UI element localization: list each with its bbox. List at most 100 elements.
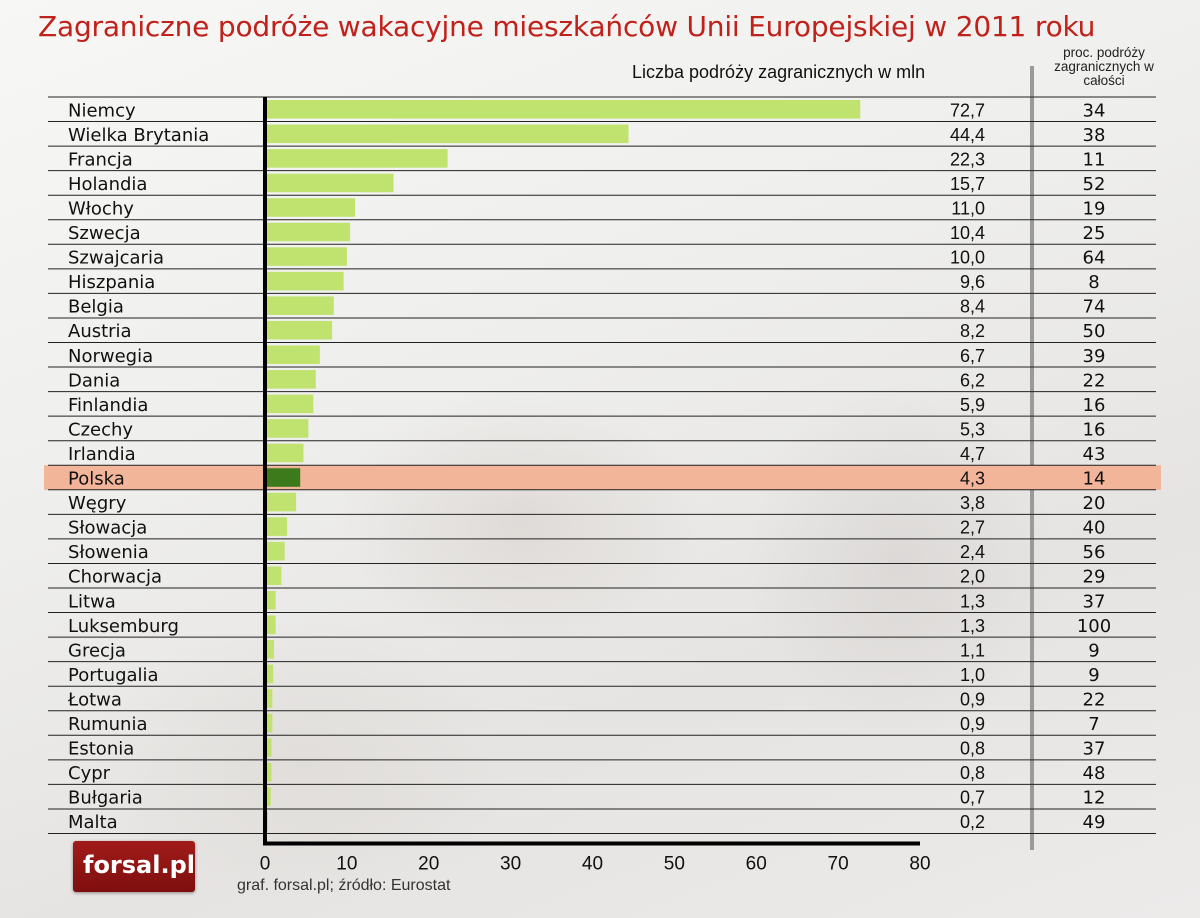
share-label: 16 xyxy=(1083,419,1106,440)
share-label: 22 xyxy=(1083,689,1106,710)
bar xyxy=(267,664,274,684)
category-label: Włochy xyxy=(68,198,134,219)
category-label: Niemcy xyxy=(68,100,136,121)
share-label: 37 xyxy=(1083,591,1106,612)
x-tick-label: 0 xyxy=(260,854,271,875)
x-tick-label: 40 xyxy=(582,854,603,875)
category-label: Irlandia xyxy=(68,444,136,465)
value-label: 0,7 xyxy=(960,788,985,808)
value-label: 44,4 xyxy=(950,125,985,145)
value-label: 8,2 xyxy=(960,321,985,341)
category-label: Norwegia xyxy=(68,346,153,367)
x-tick-label: 20 xyxy=(418,854,439,875)
value-label: 1,3 xyxy=(960,591,985,611)
category-label: Estonia xyxy=(68,739,134,760)
share-label: 74 xyxy=(1083,297,1106,318)
highlight-row-band xyxy=(44,465,1161,490)
share-label: 11 xyxy=(1083,149,1106,170)
source-footer: graf. forsal.pl; źródło: Eurostat xyxy=(237,877,451,894)
category-label: Czechy xyxy=(68,419,133,440)
value-label: 5,3 xyxy=(960,419,985,439)
value-label: 2,7 xyxy=(960,518,985,538)
values-column-header: Liczba podróży zagranicznych w mln xyxy=(632,62,926,82)
bar xyxy=(267,100,861,119)
value-label: 0,9 xyxy=(960,714,985,734)
value-label: 15,7 xyxy=(950,174,985,194)
bar xyxy=(267,222,351,242)
share-label: 20 xyxy=(1083,493,1106,514)
chart-title: Zagraniczne podróże wakacyjne mieszkańcó… xyxy=(38,10,1096,43)
share-label: 64 xyxy=(1083,248,1106,269)
value-label: 3,8 xyxy=(960,493,985,513)
category-label: Rumunia xyxy=(68,714,148,735)
bar xyxy=(267,517,288,536)
value-label: 1,1 xyxy=(960,640,985,660)
category-label: Łotwa xyxy=(67,689,122,710)
x-tick-label: 60 xyxy=(746,854,767,875)
share-label: 38 xyxy=(1083,125,1106,146)
share-label: 9 xyxy=(1088,665,1099,686)
share-label: 56 xyxy=(1083,542,1106,563)
x-tick-label: 80 xyxy=(909,854,930,875)
share-label: 50 xyxy=(1083,321,1106,342)
value-label: 0,8 xyxy=(960,763,985,783)
bar xyxy=(267,762,272,782)
bar xyxy=(267,443,304,463)
category-label: Węgry xyxy=(68,493,127,514)
share-label: 40 xyxy=(1083,518,1106,539)
value-label: 0,9 xyxy=(960,689,985,709)
value-label: 4,3 xyxy=(960,469,985,489)
share-label: 16 xyxy=(1083,395,1106,416)
category-label: Grecja xyxy=(68,640,126,661)
category-label: Szwecja xyxy=(68,223,141,244)
category-label: Portugalia xyxy=(68,665,159,686)
bar xyxy=(267,468,301,487)
bar xyxy=(267,492,297,512)
bar xyxy=(267,320,333,340)
x-tick-label: 50 xyxy=(664,854,685,875)
value-label: 22,3 xyxy=(950,149,985,169)
share-label: 52 xyxy=(1083,174,1106,195)
share-label: 22 xyxy=(1083,370,1106,391)
category-label: Hiszpania xyxy=(68,272,155,293)
category-label: Dania xyxy=(68,370,120,391)
share-column-header: proc. podróży zagranicznych w całości xyxy=(1054,45,1154,88)
value-label: 72,7 xyxy=(950,100,985,120)
logo-text: forsal.pl xyxy=(83,851,195,879)
share-label: 39 xyxy=(1083,346,1106,367)
share-label: 43 xyxy=(1083,444,1106,465)
value-label: 6,7 xyxy=(960,346,985,366)
value-label: 5,9 xyxy=(960,395,985,415)
category-label: Bułgaria xyxy=(68,788,143,809)
category-label: Polska xyxy=(68,469,125,490)
x-tick-label: 30 xyxy=(500,854,521,875)
bar xyxy=(267,370,316,389)
share-label: 14 xyxy=(1083,469,1106,490)
category-label: Austria xyxy=(68,321,132,342)
value-label: 6,2 xyxy=(960,370,985,390)
x-tick-label: 70 xyxy=(828,854,849,875)
value-label: 0,8 xyxy=(960,739,985,759)
share-label: 12 xyxy=(1083,788,1106,809)
value-label: 2,0 xyxy=(960,567,985,587)
share-label: 8 xyxy=(1088,272,1099,293)
category-label: Finlandia xyxy=(68,395,148,416)
bar xyxy=(267,566,282,585)
value-label: 10,0 xyxy=(950,248,985,268)
category-label: Luksemburg xyxy=(68,616,179,637)
bar xyxy=(267,640,275,659)
share-label: 48 xyxy=(1083,763,1106,784)
x-tick-label: 10 xyxy=(336,854,357,875)
category-label: Chorwacja xyxy=(68,567,162,588)
value-label: 2,4 xyxy=(960,542,985,562)
bar xyxy=(267,173,394,193)
forsal-logo[interactable]: forsal.pl xyxy=(73,841,195,892)
share-label: 29 xyxy=(1083,567,1106,588)
bar xyxy=(267,149,448,168)
value-label: 11,0 xyxy=(951,198,985,218)
value-label: 4,7 xyxy=(960,444,985,464)
category-label: Francja xyxy=(68,149,133,170)
category-label: Belgia xyxy=(68,297,124,318)
share-label: 25 xyxy=(1083,223,1106,244)
category-label: Cypr xyxy=(68,763,111,784)
